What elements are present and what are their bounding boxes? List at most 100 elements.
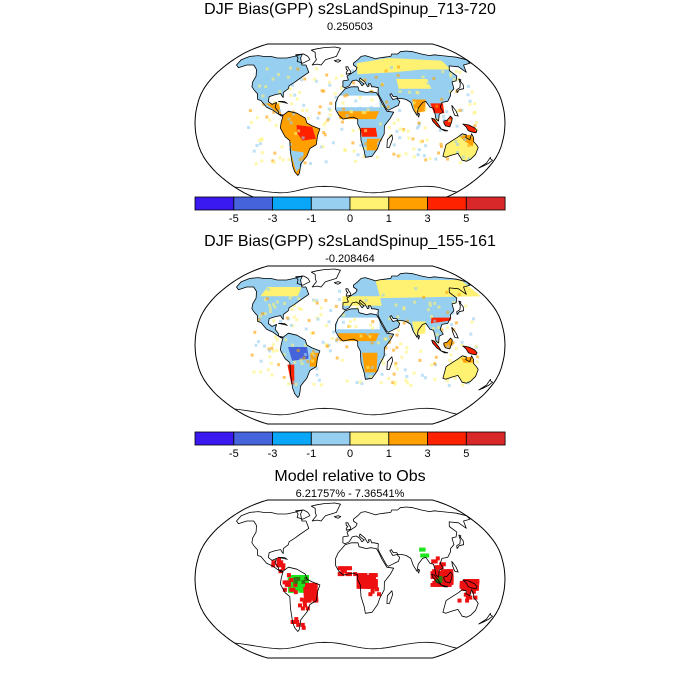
coastline	[310, 502, 341, 522]
relative-cell	[457, 598, 462, 603]
bias-cell	[289, 323, 293, 327]
bias-cell	[306, 117, 310, 120]
bias-cell	[413, 322, 417, 326]
bias-cell	[322, 123, 326, 127]
bias-cell	[277, 101, 281, 105]
bias-cell	[348, 325, 352, 328]
bias-cell	[341, 101, 345, 105]
bias-cell	[328, 83, 332, 87]
relative-cell	[421, 547, 426, 552]
bias-cell	[335, 356, 339, 360]
bias-cell	[389, 335, 393, 339]
coastline	[456, 300, 464, 315]
bias-cell	[445, 110, 449, 114]
bias-cell	[434, 355, 438, 359]
relative-cell	[373, 573, 378, 578]
bias-cell	[433, 319, 437, 323]
bias-cell	[342, 107, 345, 111]
bias-cell	[324, 324, 328, 328]
bias-cell	[303, 161, 307, 165]
bias-cell	[370, 89, 374, 93]
relative-cell	[294, 617, 299, 622]
bias-cell	[428, 157, 432, 161]
bias-cell	[260, 151, 264, 155]
map-subtitle-3: 6.21757% - 7.36541%	[295, 488, 405, 500]
bias-cell	[331, 141, 335, 145]
bias-cell	[254, 343, 258, 347]
bias-cell	[285, 316, 289, 320]
bias-cell	[398, 136, 402, 140]
bias-cell	[448, 90, 452, 94]
colorbar-box	[310, 431, 351, 446]
coastline	[295, 275, 311, 286]
bias-cell	[358, 96, 362, 100]
relative-cell	[277, 557, 281, 562]
bias-cell	[385, 100, 389, 104]
bias-region	[338, 111, 380, 120]
bias-cell	[353, 317, 356, 321]
bias-cell	[265, 297, 269, 301]
relative-cell	[375, 587, 379, 592]
relative-cell	[279, 560, 284, 565]
coastline	[310, 268, 341, 288]
bias-cell	[450, 323, 453, 327]
bias-cell	[290, 102, 294, 106]
bias-cell	[414, 287, 418, 291]
coastline	[451, 327, 459, 339]
bias-cell	[258, 138, 262, 142]
bias-region	[356, 58, 451, 75]
bias-cell	[320, 383, 323, 387]
bias-cell	[462, 356, 466, 359]
bias-cell	[398, 127, 402, 131]
bias-region	[265, 103, 282, 116]
bias-cell	[271, 343, 275, 347]
bias-cell	[467, 157, 471, 161]
bias-cell	[315, 373, 319, 377]
bias-region	[375, 280, 481, 299]
coastline	[442, 133, 479, 162]
bias-cell	[476, 355, 479, 359]
bias-cell	[317, 378, 321, 382]
bias-cell	[268, 355, 272, 359]
relative-cell	[475, 579, 480, 583]
bias-cell	[340, 74, 344, 78]
coastline	[442, 355, 479, 384]
coastline-antarctica	[234, 407, 457, 416]
bias-cell	[387, 377, 391, 380]
bias-cell	[408, 90, 411, 94]
colorbar-box	[465, 196, 506, 211]
relative-cell	[293, 582, 298, 587]
bias-cell	[435, 333, 439, 337]
bias-cell	[394, 364, 397, 367]
colorbar-box	[233, 196, 274, 211]
bias-cell	[266, 368, 270, 372]
colorbar-tick-label: -5	[229, 448, 239, 460]
relative-cell	[465, 598, 470, 603]
bias-cell	[456, 291, 460, 294]
bias-cell	[395, 346, 399, 350]
bias-cell	[315, 67, 319, 71]
bias-cell	[363, 78, 367, 82]
relative-cell	[271, 560, 276, 565]
bias-cell	[286, 75, 290, 79]
bias-cell	[473, 102, 477, 106]
bias-cell	[412, 155, 416, 159]
bias-cell	[387, 97, 391, 101]
colorbar-box	[427, 431, 467, 446]
bias-cell	[464, 304, 468, 308]
bias-cell	[262, 102, 265, 106]
bias-cell	[342, 297, 346, 301]
colorbar-box	[388, 196, 428, 211]
coastline	[345, 522, 352, 531]
bias-cell	[274, 124, 278, 128]
bias-cell	[398, 153, 402, 157]
relative-cell	[420, 553, 425, 558]
bias-cell	[474, 344, 478, 348]
bias-cell	[289, 66, 292, 70]
bias-cell	[270, 373, 274, 377]
bias-region	[431, 340, 442, 351]
relative-cell	[298, 603, 302, 608]
bias-cell	[317, 111, 321, 115]
bias-cell	[394, 303, 398, 307]
bias-cell	[449, 72, 453, 76]
